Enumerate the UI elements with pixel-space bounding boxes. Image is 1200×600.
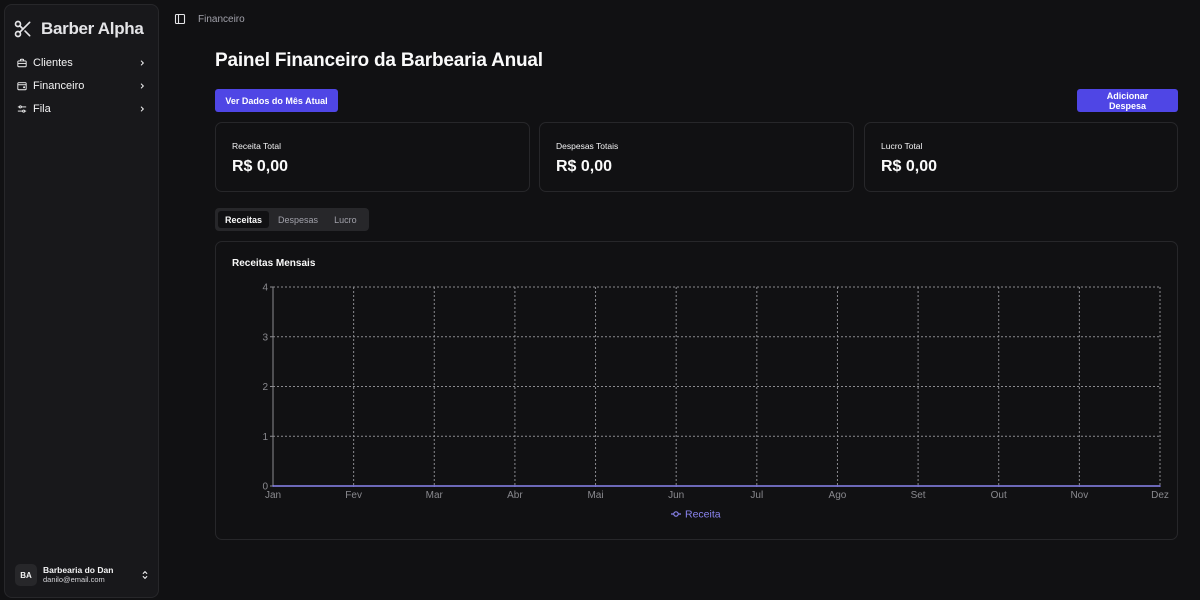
card-value: R$ 0,00 xyxy=(232,158,289,175)
sidebar-item-fila[interactable]: Fila xyxy=(5,97,158,120)
tabs: Receitas Despesas Lucro xyxy=(215,208,369,231)
x-tick-label: Jun xyxy=(668,490,684,501)
y-tick-label: 0 xyxy=(262,482,268,493)
x-tick-label: Jul xyxy=(750,490,763,501)
sidebar-item-label: Clientes xyxy=(33,56,73,69)
legend-marker xyxy=(673,511,679,517)
data-point xyxy=(836,485,839,487)
tab-despesas[interactable]: Despesas xyxy=(278,214,319,225)
sidebar-item-clientes[interactable]: Clientes xyxy=(5,51,158,74)
y-tick-label: 4 xyxy=(262,283,268,294)
page-title: Painel Financeiro da Barbearia Anual xyxy=(215,50,543,71)
user-menu[interactable]: BA Barbearia do Dan danilo@email.com xyxy=(15,561,150,589)
chevrons-up-down-icon[interactable] xyxy=(140,570,150,580)
data-point xyxy=(594,485,597,487)
y-tick-label: 2 xyxy=(262,382,268,393)
data-point xyxy=(433,485,436,487)
brand[interactable]: Barber Alpha xyxy=(13,19,144,39)
data-point xyxy=(514,485,516,487)
data-point xyxy=(756,485,758,487)
legend-label: Receita xyxy=(685,509,721,521)
sidebar-item-label: Fila xyxy=(33,102,51,115)
x-tick-label: Out xyxy=(991,490,1007,501)
sidebar-nav: Clientes Financeiro Fila xyxy=(5,51,158,120)
sliders-icon xyxy=(17,104,27,114)
data-point xyxy=(1078,485,1081,487)
briefcase-icon xyxy=(17,58,27,68)
card-label: Lucro Total xyxy=(881,141,923,151)
data-point xyxy=(917,485,919,487)
x-tick-label: Mai xyxy=(587,490,603,501)
sidebar-toggle-icon[interactable] xyxy=(174,13,186,25)
data-point xyxy=(675,485,677,487)
brand-name: Barber Alpha xyxy=(41,19,144,38)
card-value: R$ 0,00 xyxy=(556,158,613,175)
chevron-right-icon xyxy=(138,82,146,90)
avatar: BA xyxy=(15,564,37,586)
x-tick-label: Abr xyxy=(507,490,523,501)
x-tick-label: Ago xyxy=(829,490,847,501)
breadcrumb[interactable]: Financeiro xyxy=(198,13,245,25)
scissors-icon xyxy=(13,19,33,39)
tab-receitas[interactable]: Receitas xyxy=(218,211,270,228)
x-tick-label: Fev xyxy=(345,490,362,501)
add-expense-button[interactable]: Adicionar Despesa xyxy=(1077,89,1178,112)
user-email: danilo@email.com xyxy=(43,574,105,584)
tab-lucro[interactable]: Lucro xyxy=(334,214,357,225)
chevron-right-icon xyxy=(138,105,146,113)
card-label: Despesas Totais xyxy=(556,141,619,151)
y-tick-label: 1 xyxy=(262,432,268,443)
y-tick-label: 3 xyxy=(262,332,268,343)
wallet-icon xyxy=(17,81,27,91)
card-value: R$ 0,00 xyxy=(881,158,938,175)
sidebar: Barber Alpha Clientes Financeiro Fi xyxy=(4,4,159,598)
chart-card: Receitas Mensais 0 1 2 3 4 Jan Fev Mar Abr Mai Jun… xyxy=(215,241,1178,540)
user-name: Barbearia do Dan xyxy=(43,564,114,575)
expenses-card: Despesas Totais R$ 0,00 xyxy=(539,122,854,192)
sidebar-item-label: Financeiro xyxy=(33,79,85,92)
data-point xyxy=(997,485,1000,487)
data-point xyxy=(352,485,355,487)
chart-title: Receitas Mensais xyxy=(232,258,316,269)
x-tick-label: Jan xyxy=(265,490,281,501)
card-label: Receita Total xyxy=(232,141,281,151)
revenue-card: Receita Total R$ 0,00 xyxy=(215,122,530,192)
data-point xyxy=(1159,485,1161,487)
user-info: Barbearia do Dan danilo@email.com xyxy=(43,564,134,584)
topbar: Financeiro xyxy=(174,13,245,25)
x-tick-label: Nov xyxy=(1070,490,1088,501)
profit-card: Lucro Total R$ 0,00 xyxy=(864,122,1178,192)
x-tick-label: Mar xyxy=(426,490,444,501)
data-point xyxy=(272,485,274,487)
sidebar-item-financeiro[interactable]: Financeiro xyxy=(5,74,158,97)
view-current-month-button[interactable]: Ver Dados do Mês Atual xyxy=(215,89,338,112)
chevron-right-icon xyxy=(138,59,146,67)
revenue-line-chart: 0 1 2 3 4 Jan Fev Mar Abr Mai Jun Jul Ago Set Out Nov De… xyxy=(262,283,1169,521)
x-tick-label: Dez xyxy=(1151,490,1169,501)
x-tick-label: Set xyxy=(911,490,926,501)
